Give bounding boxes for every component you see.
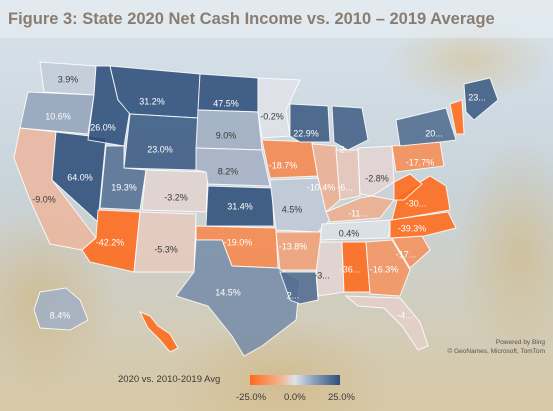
- state-NM: [133, 211, 197, 273]
- label-KY: -11...: [348, 208, 368, 218]
- label-KS: 31.4%: [227, 201, 253, 211]
- color-legend: 2020 vs. 2010-2019 Avg -25.0% 0.0% 25.0%: [118, 372, 418, 408]
- label-MN: -0.2%: [260, 111, 284, 121]
- label-OR: 10.6%: [45, 111, 71, 121]
- state-WV: [393, 173, 423, 201]
- label-VA: -30...: [406, 198, 427, 208]
- legend-mid-label: 0.0%: [284, 392, 306, 403]
- label-FL: -4...: [397, 310, 413, 320]
- label-MO: 4.5%: [282, 204, 303, 214]
- state-IL: [311, 143, 341, 213]
- state-NE: [195, 147, 271, 187]
- legend-gradient-bar: [250, 375, 340, 385]
- state-WI: [289, 103, 331, 143]
- legend-title: 2020 vs. 2010-2019 Avg: [118, 374, 221, 385]
- label-MT: 31.2%: [139, 96, 165, 106]
- label-OH: -2.8%: [365, 173, 389, 183]
- legend-min-label: -25.0%: [236, 392, 267, 403]
- attribution-powered-by: Powered by Bing: [495, 339, 545, 346]
- state-HI: [138, 311, 179, 353]
- label-NC: -39.3%: [398, 223, 427, 233]
- label-TN: 0.4%: [339, 228, 360, 238]
- label-NY: 20...: [425, 128, 443, 138]
- label-WA: 3.9%: [58, 74, 79, 84]
- state-VA: [391, 175, 451, 221]
- state-NY: [395, 107, 457, 147]
- state-CO: [141, 169, 209, 213]
- label-TX: 14.5%: [215, 287, 241, 297]
- label-IN: -6...: [337, 182, 353, 192]
- state-OH: [357, 145, 395, 197]
- state-OR: [19, 91, 95, 135]
- label-UT: 19.3%: [111, 182, 137, 192]
- label-ND: 47.5%: [213, 98, 239, 108]
- label-PA: -17.7%: [406, 157, 435, 167]
- label-AK: 8.4%: [50, 310, 71, 320]
- state-MS: [315, 241, 345, 297]
- legend-max-label: 25.0%: [328, 392, 355, 403]
- label-MS: -3...: [314, 270, 330, 280]
- state-IN: [335, 149, 361, 201]
- label-WI: 22.9%: [293, 128, 319, 138]
- state-TX: [175, 239, 301, 357]
- state-VT: [449, 99, 465, 135]
- label-WY: 23.0%: [147, 144, 173, 154]
- state-IA: [261, 139, 319, 179]
- map-attribution: Powered by Bing © GeoNames, Microsoft, T…: [448, 338, 546, 356]
- state-GA: [365, 239, 411, 297]
- label-ID: 26.0%: [90, 122, 116, 132]
- figure-title: Figure 3: State 2020 Net Cash Income vs.…: [0, 0, 553, 38]
- state-FL: [344, 295, 429, 351]
- attribution-copyright: © GeoNames, Microsoft, TomTom: [447, 348, 546, 355]
- label-ME: 23...: [468, 92, 486, 102]
- state-TN: [319, 219, 393, 241]
- label-AZ: -42.2%: [96, 237, 125, 247]
- label-GA: -16.3%: [370, 264, 399, 274]
- state-MI: [331, 105, 369, 151]
- label-SC: -17...: [396, 249, 417, 259]
- state-NC: [389, 211, 457, 239]
- label-MI: 2...: [340, 144, 353, 154]
- state-ME: [463, 77, 499, 121]
- label-SD: 9.0%: [216, 130, 237, 140]
- label-AL: -36...: [340, 264, 361, 274]
- label-CO: -3.2%: [164, 192, 188, 202]
- label-IL: -10.4%: [307, 182, 336, 192]
- state-LA: [279, 271, 319, 305]
- label-NV: 64.0%: [67, 172, 93, 182]
- label-LA: 2...: [287, 290, 300, 300]
- state-AK: [33, 287, 89, 331]
- label-OK: -19.0%: [224, 237, 253, 247]
- label-CA: -9.0%: [32, 194, 56, 204]
- label-NE: 8.2%: [218, 166, 239, 176]
- label-IA: -18.7%: [269, 160, 298, 170]
- state-WY: [123, 113, 199, 171]
- label-NM: -5.3%: [154, 244, 178, 254]
- label-AR: -13.8%: [279, 241, 308, 251]
- state-KS: [205, 185, 275, 227]
